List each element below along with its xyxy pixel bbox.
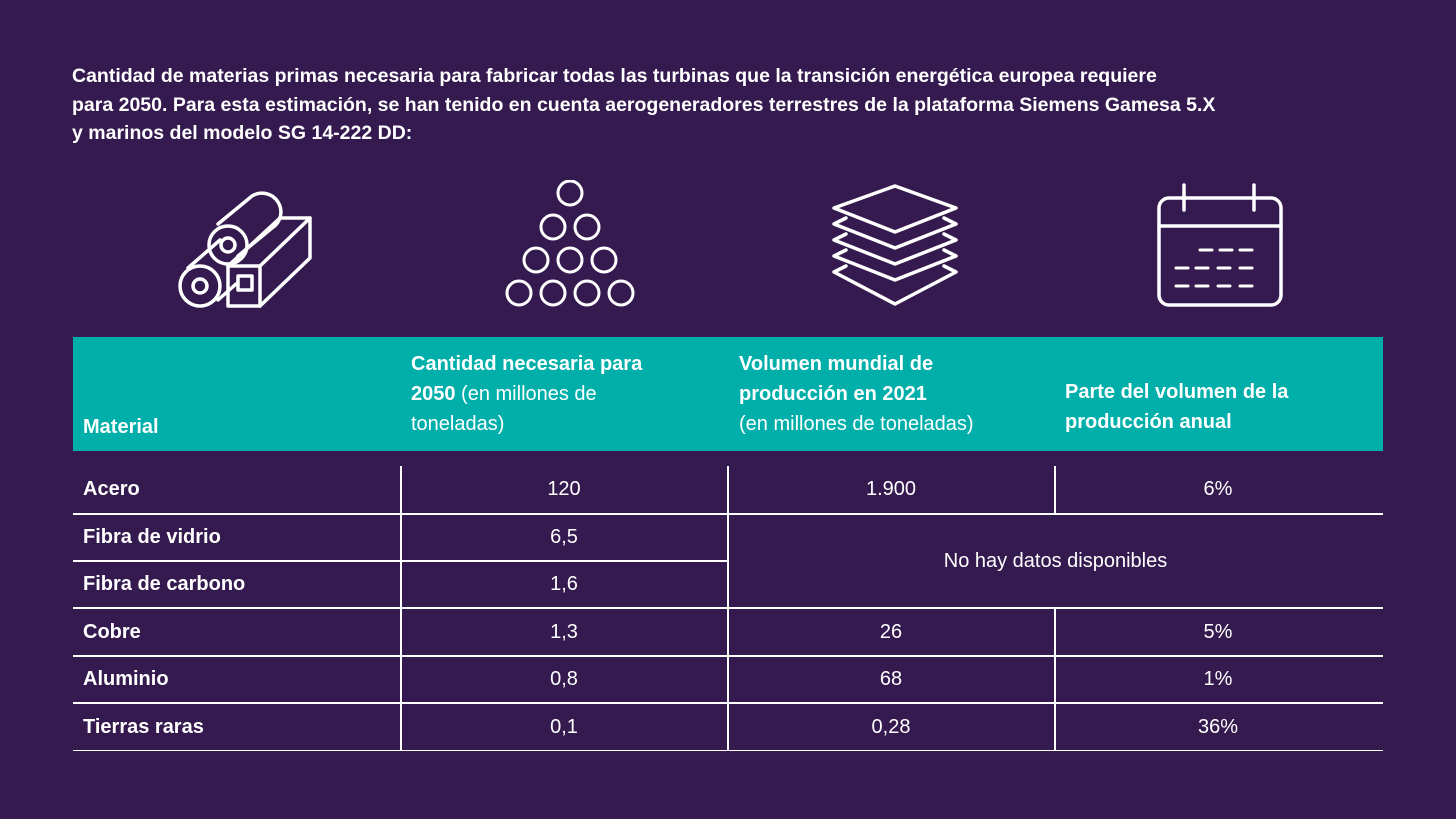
table-row-quantity: 120 <box>547 478 581 500</box>
column-divider <box>400 466 402 751</box>
header-quantity-line3: toneladas) <box>411 413 505 435</box>
steel-materials-icon <box>176 190 316 312</box>
table-row-quantity: 1,3 <box>550 621 578 643</box>
table-row-quantity: 6,5 <box>550 526 578 548</box>
header-quantity-line1: Cantidad necesaria para <box>411 353 643 375</box>
intro-line-1: Cantidad de materias primas necesaria pa… <box>72 65 1157 87</box>
stacked-circles-icon <box>504 180 636 310</box>
header-material-label: Material <box>83 416 159 438</box>
table-row-volume: 68 <box>879 668 903 690</box>
table-row-material: Cobre <box>83 621 141 643</box>
header-quantity-line2-bold: 2050 <box>411 383 456 405</box>
table-row-quantity: 0,8 <box>550 668 578 690</box>
table-row-quantity: 0,1 <box>550 716 578 738</box>
header-quantity-line2-normal: (en millones de <box>455 383 597 405</box>
header-material: Material <box>83 412 159 442</box>
table-row-material: Acero <box>83 478 140 500</box>
no-data-cell: No hay datos disponibles <box>943 550 1168 572</box>
header-share-line1: Parte del volumen de la <box>1065 381 1289 403</box>
materials-table: Acero 120 1.900 6% Fibra de vidrio 6,5 F… <box>73 466 1383 751</box>
intro-text: Cantidad de materias primas necesaria pa… <box>72 62 1372 148</box>
table-row-share: 5% <box>1203 621 1233 643</box>
table-row-volume: 1.900 <box>865 478 917 500</box>
intro-line-2: para 2050. Para esta estimación, se han … <box>72 93 1216 116</box>
column-divider <box>727 466 729 751</box>
stacked-layers-icon <box>828 182 962 310</box>
table-row-volume: 0,28 <box>871 716 911 738</box>
table-header: Material Cantidad necesaria para 2050 (e… <box>73 337 1383 451</box>
header-share: Parte del volumen de la producción anual <box>1065 377 1288 437</box>
header-volume-line1: Volumen mundial de <box>739 353 934 375</box>
column-divider <box>1054 466 1056 513</box>
header-quantity: Cantidad necesaria para 2050 (en millone… <box>411 349 642 439</box>
header-volume-line3: (en millones de toneladas) <box>739 413 974 435</box>
header-volume: Volumen mundial de producción en 2021 (e… <box>739 349 974 439</box>
table-row-material: Tierras raras <box>83 716 204 738</box>
table-row-share: 1% <box>1203 668 1233 690</box>
calendar-icon <box>1156 182 1284 310</box>
table-row-share: 36% <box>1197 716 1239 738</box>
header-volume-line2: producción en 2021 <box>739 383 927 405</box>
header-share-line2: producción anual <box>1065 411 1232 433</box>
table-row-material: Aluminio <box>83 668 169 690</box>
table-row-quantity: 1,6 <box>550 573 578 595</box>
table-row-volume: 26 <box>879 621 903 643</box>
table-row-material: Fibra de vidrio <box>83 526 221 548</box>
intro-line-3: y marinos del modelo SG 14-222 DD: <box>72 122 413 144</box>
table-row-material: Fibra de carbono <box>83 573 246 595</box>
table-row-share: 6% <box>1203 478 1233 500</box>
column-divider <box>1054 607 1056 751</box>
